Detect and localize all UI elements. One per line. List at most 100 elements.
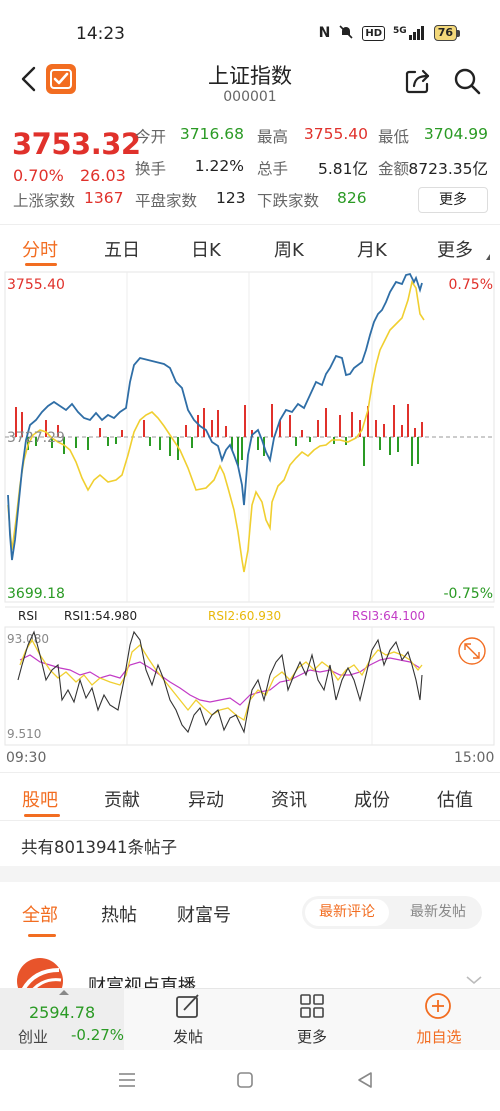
sort-newest-post[interactable]: 最新发帖	[410, 904, 466, 920]
signal-icon: 5G	[393, 26, 426, 40]
amount-label: 金额	[378, 160, 410, 178]
tab-daily-k[interactable]: 日K	[191, 240, 221, 261]
high-value: 3755.40	[303, 125, 368, 143]
amount-value: 8723.35亿	[408, 160, 488, 178]
menu-icon[interactable]	[117, 1070, 137, 1090]
tab-intraday[interactable]: 分时	[22, 240, 58, 261]
low-value: 3704.99	[423, 125, 488, 143]
filter-wealth-account[interactable]: 财富号	[177, 905, 231, 926]
rsi-top-label: 93.080	[7, 632, 49, 646]
compose-icon	[174, 992, 202, 1020]
post-button-label: 发帖	[172, 1028, 203, 1046]
open-value: 3716.68	[179, 125, 244, 143]
price-line	[7, 272, 423, 561]
sort-newest-comment[interactable]: 最新评论	[305, 899, 389, 926]
network-type: 5G	[393, 26, 407, 36]
current-price: 3753.32	[12, 127, 141, 161]
top-price-label: 3755.40	[7, 277, 65, 293]
rsi2-line	[19, 638, 423, 722]
tab-five-day[interactable]: 五日	[104, 240, 140, 261]
change-percent: 0.70%	[13, 166, 64, 185]
stock-code: 000001	[223, 89, 277, 105]
tab-movement[interactable]: 异动	[188, 790, 224, 811]
search-icon[interactable]	[452, 66, 482, 96]
mute-bell-icon	[338, 24, 354, 43]
index-change: -0.27%	[71, 1026, 125, 1044]
flat-count: 123	[216, 189, 246, 207]
rsi3-value: RSI3:64.100	[352, 609, 426, 623]
section-gap	[0, 866, 500, 882]
battery-icon: 76	[433, 25, 460, 41]
fall-count-label: 下跌家数	[257, 192, 320, 210]
volume-bars	[15, 404, 423, 466]
tab-valuation[interactable]: 估值	[437, 790, 473, 811]
tab-constituents[interactable]: 成份	[354, 790, 390, 811]
more-button[interactable]: 更多	[418, 187, 488, 213]
tab-underline	[25, 263, 57, 266]
mid-price-label: 3727.29	[7, 430, 65, 446]
bottom-price-label: 3699.18	[7, 586, 65, 602]
more-tools-button[interactable]: 更多	[252, 990, 372, 1050]
nfc-icon: N	[318, 25, 331, 41]
expand-icon	[458, 637, 486, 665]
add-watchlist-label: 加自选	[416, 1028, 462, 1046]
volume-label: 总手	[257, 160, 289, 178]
change-amount: 26.03	[80, 166, 126, 185]
tab-news[interactable]: 资讯	[271, 790, 307, 811]
divider	[0, 772, 500, 773]
rsi-indicator-label[interactable]: RSI	[18, 609, 38, 623]
filter-hot[interactable]: 热帖	[101, 905, 137, 926]
page-title: 上证指数	[208, 64, 292, 88]
avg-price-line	[7, 279, 425, 573]
open-label: 今开	[135, 128, 167, 146]
more-triangle-icon	[486, 254, 490, 260]
top-pct-label: 0.75%	[449, 277, 493, 293]
more-tools-label: 更多	[296, 1028, 327, 1046]
post-count: 共有8013941条帖子	[21, 838, 177, 857]
tab-weekly-k[interactable]: 周K	[274, 240, 304, 261]
chevron-down-icon[interactable]	[464, 972, 484, 986]
rsi1-line	[17, 630, 423, 734]
grid-icon	[298, 992, 326, 1020]
tab-more[interactable]: 更多	[437, 240, 473, 261]
share-icon[interactable]	[403, 66, 433, 96]
index-value: 2594.78	[29, 1003, 96, 1022]
high-label: 最高	[257, 128, 289, 146]
back-arrow-icon[interactable]	[18, 64, 44, 94]
home-icon[interactable]	[236, 1071, 254, 1089]
time-end-label: 15:00	[454, 750, 495, 766]
battery-level: 76	[433, 25, 457, 41]
post-button[interactable]: 发帖	[128, 990, 248, 1050]
low-label: 最低	[378, 128, 410, 146]
divider	[0, 224, 500, 225]
plus-circle-icon	[424, 992, 452, 1020]
filter-all[interactable]: 全部	[22, 905, 58, 926]
turnover-value: 1.22%	[194, 157, 244, 175]
tab-contribution[interactable]: 贡献	[104, 790, 140, 811]
rsi-bottom-label: 9.510	[7, 727, 41, 741]
status-icons: N HD 5G 76	[319, 24, 460, 42]
flat-count-label: 平盘家数	[135, 192, 198, 210]
intraday-chart[interactable]: 3755.40 0.75% 3727.29 3699.18 -0.75% 93.…	[0, 270, 500, 770]
tab-guba[interactable]: 股吧	[22, 790, 58, 811]
rsi1-value: RSI1:54.980	[64, 609, 138, 623]
index-ticker-card[interactable]	[0, 988, 124, 1050]
volume-value: 5.81亿	[317, 160, 368, 178]
caret-up-icon	[59, 990, 69, 995]
tab-monthly-k[interactable]: 月K	[357, 240, 387, 261]
bottom-pct-label: -0.75%	[443, 586, 493, 602]
rise-count: 1367	[84, 189, 124, 207]
back-triangle-icon[interactable]	[355, 1070, 375, 1090]
app-logo-icon[interactable]	[46, 64, 76, 94]
fall-count: 826	[337, 189, 367, 207]
time-start-label: 09:30	[6, 750, 47, 766]
tab-underline	[28, 934, 56, 937]
tab-underline	[24, 814, 60, 817]
rise-count-label: 上涨家数	[13, 192, 76, 210]
add-watchlist-button[interactable]: 加自选	[378, 990, 500, 1050]
divider	[0, 820, 500, 821]
rsi2-value: RSI2:60.930	[208, 609, 282, 623]
turnover-label: 换手	[135, 160, 167, 178]
rsi3-line	[19, 654, 421, 706]
status-time: 14:23	[76, 24, 125, 44]
